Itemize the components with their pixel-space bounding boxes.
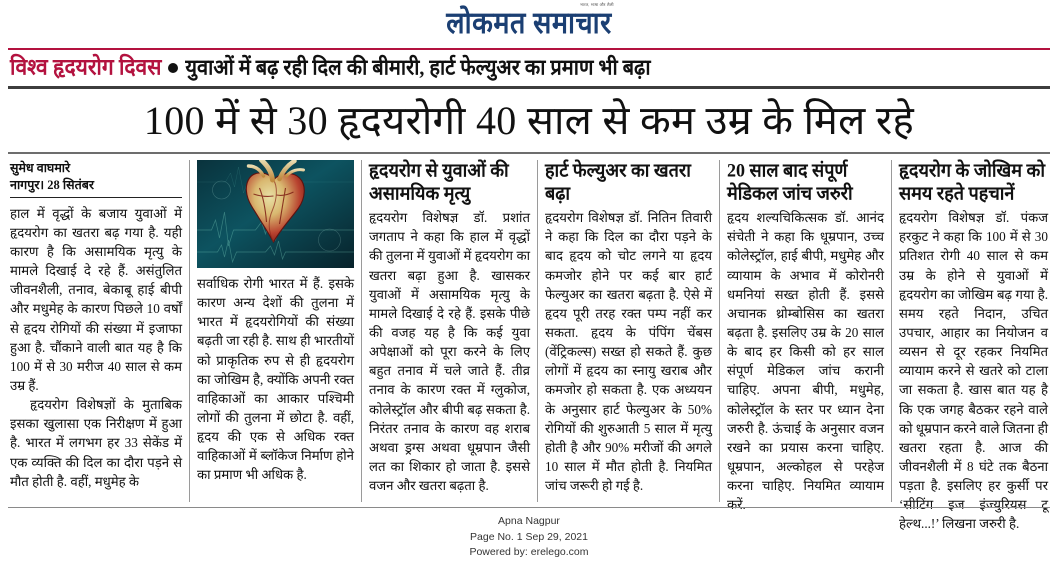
column-5-subhead: 20 साल बाद संपूर्ण मेडिकल जांच जरुरी <box>727 160 853 204</box>
masthead: लोकमत समाचार भारत, भाषा और शैली <box>0 0 1058 46</box>
column-3: हृदयरोग से युवाओं की असामयिक मृत्यु हृदय… <box>361 160 537 502</box>
human-heart-with-ecg-illustration <box>197 160 354 268</box>
column-1: सुमेध वाघमारे नागपुर। 28 सितंबर हाल में … <box>8 160 189 502</box>
kicker-strip: विश्व हृदयरोग दिवस युवाओं में बढ़ रही दि… <box>0 50 1058 84</box>
column-6-subhead: हृदयरोग के जोखिम को समय रहते पहचानें <box>899 160 1046 204</box>
column-2-body: सर्वाधिक रोगी भारत में हैं. इसके कारण अन… <box>197 274 354 485</box>
paragraph: हृदयरोग विशेषज्ञ डॉ. नितिन तिवारी ने कहा… <box>545 210 712 494</box>
column-3-body: हृदयरोग विशेषज्ञ डॉ. प्रशांत जगताप ने कह… <box>369 208 530 495</box>
masthead-red-rule <box>8 48 1050 50</box>
footer-page-date: Page No. 1 Sep 29, 2021 <box>470 530 588 543</box>
article-columns: सुमेध वाघमारे नागपुर। 28 सितंबर हाल में … <box>0 154 1058 531</box>
paragraph: हृदयरोग विशेषज्ञों के मुताबिक इसका खुलास… <box>10 397 182 489</box>
masthead-logo: लोकमत समाचार भारत, भाषा और शैली <box>446 2 613 40</box>
paragraph: हृदयरोग विशेषज्ञ डॉ. पंकज हरकुट ने कहा क… <box>899 210 1048 532</box>
column-4-subhead: हार्ट फेल्युअर का खतरा बढ़ा <box>545 160 691 204</box>
kicker-text: युवाओं में बढ़ रही दिल की बीमारी, हार्ट … <box>185 55 651 80</box>
column-3-subhead: हृदयरोग से युवाओं की असामयिक मृत्यु <box>369 160 509 204</box>
byline: सुमेध वाघमारे नागपुर। 28 सितंबर <box>10 160 182 197</box>
column-6-body: हृदयरोग विशेषज्ञ डॉ. पंकज हरकुट ने कहा क… <box>899 208 1048 533</box>
column-4: हार्ट फेल्युअर का खतरा बढ़ा हृदयरोग विशे… <box>537 160 719 502</box>
footer-publication: Apna Nagpur <box>498 514 560 527</box>
column-6: हृदयरोग के जोखिम को समय रहते पहचानें हृद… <box>891 160 1050 531</box>
headline-bottom-rule <box>8 152 1050 154</box>
page-headline: 100 में से 30 हृदयरोगी 40 साल से कम उम्र… <box>143 98 915 143</box>
column-1-body: हाल में वृद्धों के बजाय युवाओं में हृदयर… <box>10 204 182 491</box>
paragraph: हाल में वृद्धों के बजाय युवाओं में हृदयर… <box>10 205 182 394</box>
masthead-title: लोकमत समाचार <box>446 5 612 40</box>
footer-rule <box>8 506 1050 508</box>
paragraph: हृदय शल्यचिकित्सक डॉ. आनंद संचेती ने कहा… <box>727 210 884 513</box>
byline-rule <box>10 196 182 198</box>
byline-dateline: नागपुर। 28 सितंबर <box>10 177 94 192</box>
footer-powered-by: Powered by: erelego.com <box>469 546 589 559</box>
masthead-tagline: भारत, भाषा और शैली <box>579 1 614 7</box>
column-5-body: हृदय शल्यचिकित्सक डॉ. आनंद संचेती ने कहा… <box>727 208 884 514</box>
column-2: सर्वाधिक रोगी भारत में हैं. इसके कारण अन… <box>189 160 361 502</box>
kicker-tag: विश्व हृदयरोग दिवस <box>10 54 162 80</box>
paragraph: सर्वाधिक रोगी भारत में हैं. इसके कारण अन… <box>197 276 354 483</box>
byline-author: सुमेध वाघमारे <box>10 161 71 175</box>
footer: Apna Nagpur Page No. 1 Sep 29, 2021 Powe… <box>0 506 1058 561</box>
bullet-icon <box>168 62 179 73</box>
column-5: 20 साल बाद संपूर्ण मेडिकल जांच जरुरी हृद… <box>719 160 891 512</box>
paragraph: हृदयरोग विशेषज्ञ डॉ. प्रशांत जगताप ने कह… <box>369 210 530 494</box>
column-4-body: हृदयरोग विशेषज्ञ डॉ. नितिन तिवारी ने कहा… <box>545 208 712 495</box>
kicker-bottom-rule <box>8 86 1050 89</box>
